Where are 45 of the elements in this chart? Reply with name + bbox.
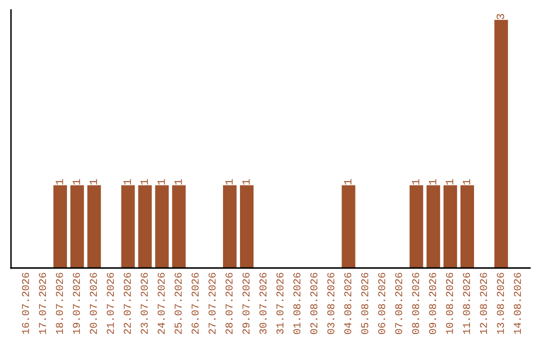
x-tick-label: 19.07.2026 xyxy=(72,272,80,334)
x-tick-label: 30.07.2026 xyxy=(259,272,267,334)
data-label: 1 xyxy=(90,179,97,185)
x-tick-label: 09.08.2026 xyxy=(429,272,436,334)
x-tick-label: 21.07.2026 xyxy=(106,272,114,334)
data-label: 1 xyxy=(140,179,148,185)
x-tick-label: 04.08.2026 xyxy=(344,272,352,334)
data-label: 1 xyxy=(462,179,470,185)
x-tick-label: 24.07.2026 xyxy=(158,272,165,334)
x-tick-label: 22.07.2026 xyxy=(124,272,131,334)
x-tick-label: 26.07.2026 xyxy=(192,272,199,334)
data-label: 1 xyxy=(428,179,436,185)
data-label: 1 xyxy=(446,179,454,185)
x-tick-label: 17.07.2026 xyxy=(38,272,46,334)
x-tick-label: 14.08.2026 xyxy=(514,272,521,334)
data-label: 1 xyxy=(344,179,352,185)
x-tick-label: 16.07.2026 xyxy=(22,272,30,334)
x-tick-label: 29.07.2026 xyxy=(242,272,250,334)
x-tick-label: 12.08.2026 xyxy=(480,272,487,334)
x-tick-label: 07.08.2026 xyxy=(395,272,402,334)
x-tick-label: 31.07.2026 xyxy=(276,272,284,334)
x-tick-label: 05.08.2026 xyxy=(361,272,368,334)
x-tick-label: 13.08.2026 xyxy=(496,272,504,334)
data-label: 1 xyxy=(72,179,80,185)
data-label: 1 xyxy=(174,179,182,185)
x-tick-label: 01.08.2026 xyxy=(293,272,300,334)
x-tick-label: 23.07.2026 xyxy=(140,272,148,334)
x-tick-label: 08.08.2026 xyxy=(412,272,420,334)
data-label: 1 xyxy=(225,179,233,185)
x-tick-label: 18.07.2026 xyxy=(56,272,63,334)
data-label: 3 xyxy=(496,14,504,20)
data-label: 1 xyxy=(124,179,131,185)
data-label: 1 xyxy=(158,179,165,185)
x-tick-label: 06.08.2026 xyxy=(378,272,386,334)
data-label: 1 xyxy=(56,179,64,185)
x-tick-label: 02.08.2026 xyxy=(310,272,318,334)
data-label: 1 xyxy=(242,179,250,185)
x-tick-label: 27.07.2026 xyxy=(208,272,216,334)
x-tick-label: 11.08.2026 xyxy=(462,272,470,334)
x-tick-label: 03.08.2026 xyxy=(327,272,334,334)
x-tick-label: 10.08.2026 xyxy=(446,272,454,334)
data-label: 1 xyxy=(412,179,420,185)
x-tick-label: 28.07.2026 xyxy=(226,272,233,334)
x-tick-label: 25.07.2026 xyxy=(174,272,182,334)
x-tick-label: 20.07.2026 xyxy=(90,272,97,334)
